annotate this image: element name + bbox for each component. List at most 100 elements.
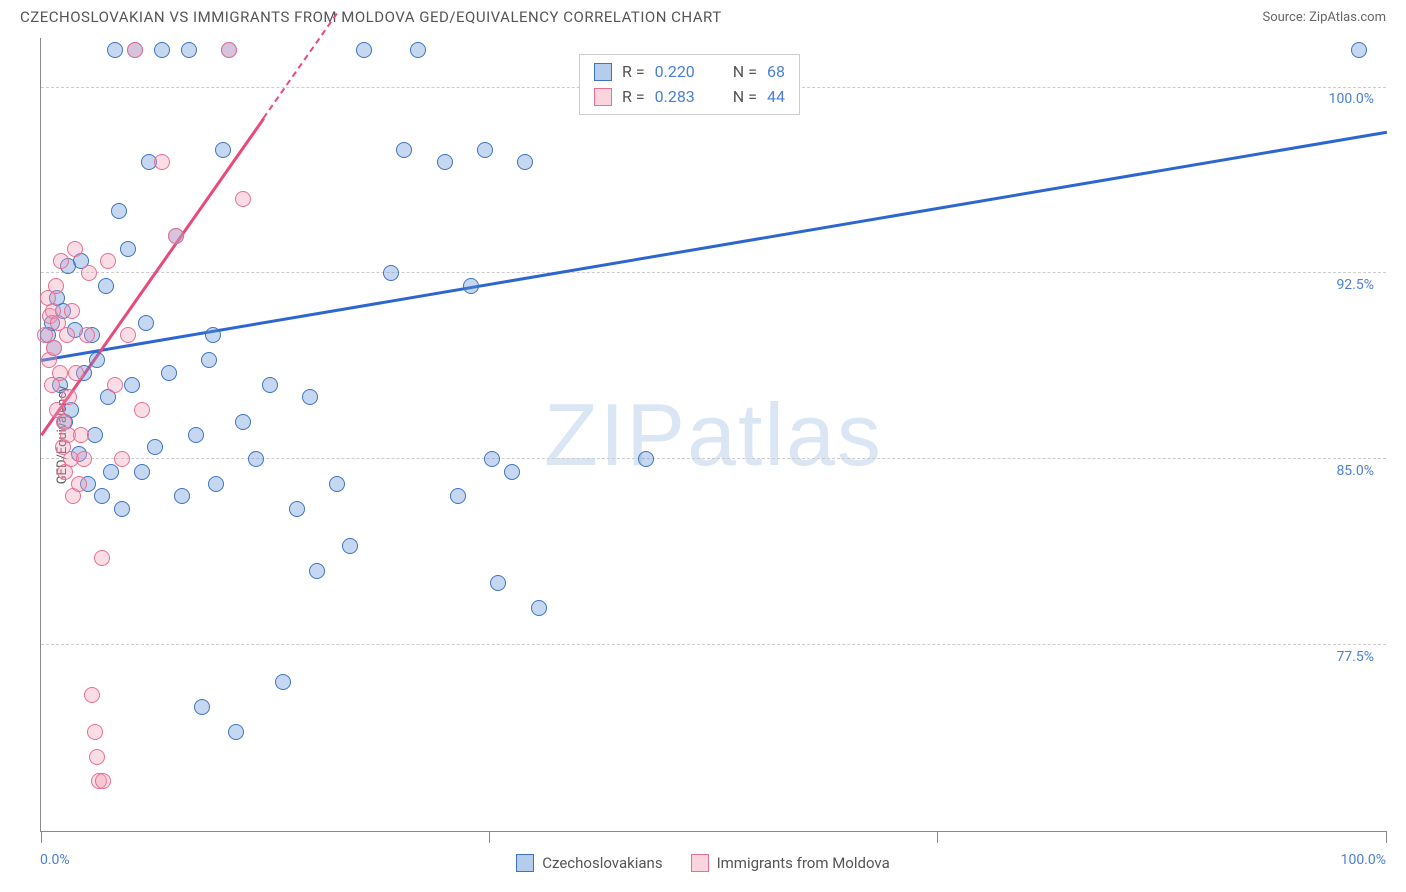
data-point-czech [504,464,520,480]
data-point-czech [228,724,244,740]
data-point-czech [356,42,372,58]
data-point-moldova [87,724,103,740]
data-point-czech [174,488,190,504]
data-point-czech [309,563,325,579]
data-point-czech [188,427,204,443]
data-point-czech [342,538,358,554]
data-point-moldova [120,327,136,343]
data-point-czech [517,154,533,170]
data-point-moldova [94,550,110,566]
stats-r-value-czech: 0.220 [655,59,695,85]
data-point-czech [275,674,291,690]
stats-box: R = 0.220 N = 68R = 0.283 N = 44 [579,54,800,115]
data-point-moldova [114,451,130,467]
data-point-moldova [73,427,89,443]
data-point-moldova [48,278,64,294]
data-point-czech [302,389,318,405]
data-point-moldova [127,42,143,58]
data-point-czech [289,501,305,517]
stats-row-czech: R = 0.220 N = 68 [594,59,785,85]
data-point-moldova [84,687,100,703]
trend-line-czech [41,132,1387,360]
data-point-czech [477,142,493,158]
data-point-czech [248,451,264,467]
data-point-czech [124,377,140,393]
data-point-czech [490,575,506,591]
data-point-moldova [79,327,95,343]
data-point-czech [194,699,210,715]
data-point-czech [437,154,453,170]
stats-r-label: R = [622,59,645,85]
x-tick [41,831,42,843]
data-point-czech [161,365,177,381]
data-point-czech [205,327,221,343]
stats-swatch-czech [594,63,612,81]
source-link[interactable]: ZipAtlas.com [1309,10,1386,25]
data-point-moldova [221,42,237,58]
stats-r-value-moldova: 0.283 [655,84,695,110]
data-point-moldova [89,749,105,765]
data-point-czech [138,315,154,331]
data-point-moldova [81,265,97,281]
x-tick [1386,831,1387,843]
source-attribution: Source: ZipAtlas.com [1262,10,1386,25]
data-point-moldova [61,389,77,405]
chart-title: CZECHOSLOVAKIAN VS IMMIGRANTS FROM MOLDO… [20,8,722,26]
data-point-moldova [64,303,80,319]
stats-row-moldova: R = 0.283N = 44 [594,84,785,110]
stats-n-label: N = [733,84,757,110]
y-tick-label: 77.5% [1336,649,1374,665]
y-tick-label: 92.5% [1336,277,1374,293]
data-point-czech [134,464,150,480]
data-point-czech [201,352,217,368]
data-point-czech [383,265,399,281]
data-point-czech [463,278,479,294]
x-tick [489,831,490,843]
data-point-czech [410,42,426,58]
data-point-moldova [95,773,111,789]
data-point-moldova [53,253,69,269]
data-point-moldova [52,365,68,381]
data-point-czech [484,451,500,467]
stats-n-label: N = [733,59,757,85]
gridline [41,272,1386,273]
legend-item-czech: Czechoslovakians [516,854,662,872]
data-point-czech [114,501,130,517]
data-point-czech [120,241,136,257]
data-point-czech [94,488,110,504]
data-point-moldova [134,402,150,418]
legend-label-czech: Czechoslovakians [542,854,662,872]
data-point-czech [111,203,127,219]
data-point-moldova [168,228,184,244]
data-point-czech [98,278,114,294]
legend-label-moldova: Immigrants from Moldova [717,854,890,872]
legend-item-moldova: Immigrants from Moldova [691,854,890,872]
data-point-moldova [71,476,87,492]
data-point-moldova [154,154,170,170]
plot-region: ZIPatlas GED/Equivalency 77.5%85.0%92.5%… [40,38,1386,832]
data-point-czech [208,476,224,492]
data-point-czech [396,142,412,158]
source-label: Source: [1262,10,1309,25]
data-point-czech [235,414,251,430]
gridline [41,458,1386,459]
data-point-czech [450,488,466,504]
gridline [41,644,1386,645]
chart-area: ZIPatlas GED/Equivalency 77.5%85.0%92.5%… [40,38,1386,832]
data-point-moldova [68,365,84,381]
data-point-czech [215,142,231,158]
x-tick [937,831,938,843]
stats-n-value-czech: 68 [767,59,785,85]
data-point-moldova [59,327,75,343]
stats-n-value-moldova: 44 [767,84,785,110]
data-point-moldova [67,241,83,257]
data-point-czech [1351,42,1367,58]
y-tick-label: 100.0% [1329,91,1374,107]
data-point-czech [147,439,163,455]
data-point-czech [262,377,278,393]
data-point-moldova [100,253,116,269]
legend-swatch-moldova [691,854,709,872]
legend-swatch-czech [516,854,534,872]
data-point-czech [154,42,170,58]
data-point-czech [531,600,547,616]
